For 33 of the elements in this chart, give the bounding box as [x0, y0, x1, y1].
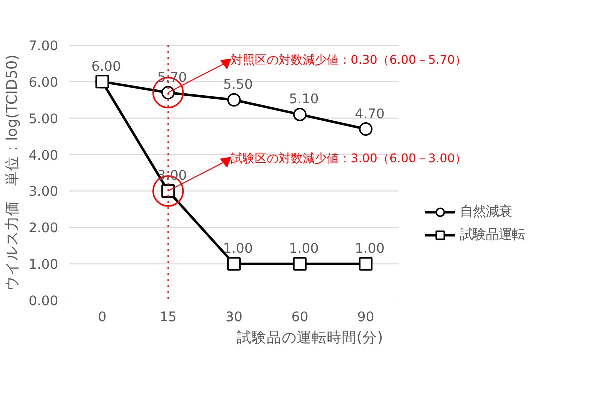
point — [96, 75, 110, 89]
y-tick-label: 4.00 — [28, 148, 59, 164]
point — [293, 108, 307, 122]
data-label: 6.00 — [92, 60, 122, 75]
y-tick-label: 2.00 — [28, 222, 59, 237]
y-tick-label: 7.00 — [28, 40, 59, 54]
data-label: 5.50 — [223, 78, 254, 94]
x-axis-title: 試験品の運転時間(分) — [236, 330, 384, 346]
point — [227, 93, 241, 107]
x-tick-label: 30 — [226, 310, 243, 326]
y-axis-title: ウイルス力価 単位：log(TCID50) — [4, 54, 21, 292]
data-label: 4.70 — [355, 107, 385, 122]
y-tick-label: 3.00 — [28, 185, 59, 200]
point — [359, 257, 373, 271]
x-tick-label: 90 — [358, 310, 374, 326]
data-label: 1.00 — [289, 242, 319, 258]
legend-label: 自然減衰 — [460, 204, 512, 221]
point — [359, 122, 373, 136]
x-tick-label: 60 — [292, 310, 309, 326]
point — [227, 257, 241, 271]
y-tick-label: 5.00 — [28, 112, 59, 128]
y-tick-label: 0.00 — [28, 294, 59, 310]
y-tick-label: 6.00 — [28, 76, 59, 91]
annotation: 対照区の対数減少値：0.30（6.00－5.70） — [230, 53, 468, 68]
point — [293, 257, 307, 271]
data-label: 1.00 — [355, 242, 385, 258]
legend-label: 試験品運転 — [460, 226, 525, 244]
x-tick-label: 15 — [160, 310, 177, 326]
data-label: 5.10 — [289, 92, 319, 108]
x-tick-label: 0 — [98, 310, 107, 326]
y-tick-label: 1.00 — [28, 258, 59, 274]
annotation: 試験区の対数減少値：3.00（6.00－3.00） — [230, 151, 468, 166]
data-label: 1.00 — [223, 242, 254, 258]
